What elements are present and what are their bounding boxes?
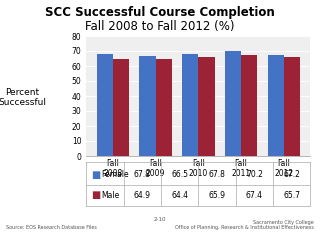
Bar <box>284 57 300 156</box>
Text: 65.7: 65.7 <box>283 191 300 199</box>
Text: Percent
Successful: Percent Successful <box>0 88 46 107</box>
Text: 67.2: 67.2 <box>283 170 300 179</box>
Text: 66.5: 66.5 <box>171 170 188 179</box>
Text: 64.4: 64.4 <box>171 191 188 199</box>
Text: 67.8: 67.8 <box>209 170 226 179</box>
Text: 64.9: 64.9 <box>134 191 151 199</box>
Bar <box>182 54 198 156</box>
Text: ■: ■ <box>91 190 100 200</box>
Text: Source: EOS Research Database Files: Source: EOS Research Database Files <box>6 225 97 230</box>
Text: 67.8: 67.8 <box>134 170 151 179</box>
Text: SCC Successful Course Completion: SCC Successful Course Completion <box>45 6 275 19</box>
Text: ■: ■ <box>91 170 100 180</box>
Bar <box>198 57 215 156</box>
Text: 65.9: 65.9 <box>209 191 226 199</box>
Text: Male: Male <box>101 191 119 199</box>
Bar <box>113 59 129 156</box>
Text: 70.2: 70.2 <box>246 170 263 179</box>
Text: Female: Female <box>101 170 128 179</box>
Text: Fall 2008 to Fall 2012 (%): Fall 2008 to Fall 2012 (%) <box>85 20 235 33</box>
Bar <box>156 59 172 156</box>
Bar <box>225 51 241 156</box>
Bar <box>241 55 257 156</box>
Bar <box>268 55 284 156</box>
Text: Sacramento City College
Office of Planning, Research & Institutional Effectivene: Sacramento City College Office of Planni… <box>175 220 314 230</box>
Text: 2-10: 2-10 <box>154 217 166 222</box>
Text: 67.4: 67.4 <box>246 191 263 199</box>
Bar <box>97 54 113 156</box>
Bar <box>140 56 156 156</box>
